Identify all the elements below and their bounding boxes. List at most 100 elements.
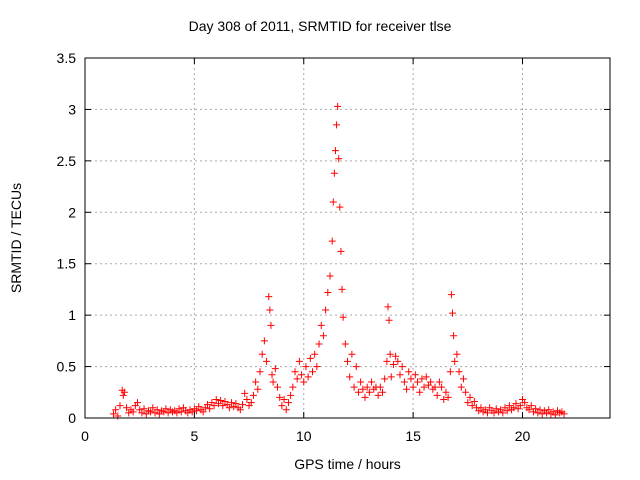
data-point — [433, 391, 441, 399]
y-tick-label: 0.5 — [57, 359, 77, 375]
data-point — [449, 309, 456, 317]
data-point — [329, 198, 337, 206]
data-point — [317, 321, 325, 329]
data-point — [551, 411, 559, 419]
data-point — [162, 405, 170, 413]
data-point — [374, 391, 382, 399]
data-point — [295, 357, 303, 365]
data-point — [427, 378, 435, 386]
data-point — [236, 406, 244, 414]
data-point — [354, 388, 362, 396]
data-point — [536, 406, 544, 414]
data-point — [276, 393, 284, 401]
chart-title: Day 308 of 2011, SRMTID for receiver tls… — [188, 18, 452, 34]
data-point — [291, 368, 299, 376]
data-point — [336, 203, 344, 211]
data-point — [269, 378, 277, 386]
data-point — [457, 383, 465, 391]
data-point — [232, 400, 240, 408]
data-point — [346, 373, 354, 381]
data-point — [414, 378, 421, 386]
data-point — [219, 402, 227, 410]
data-point — [451, 357, 459, 365]
data-point — [280, 395, 288, 403]
data-point — [444, 393, 452, 401]
y-tick-label: 0 — [68, 410, 76, 426]
data-point — [341, 340, 349, 348]
data-point — [309, 368, 316, 376]
data-point — [379, 388, 386, 396]
data-point — [409, 383, 417, 391]
data-point — [254, 385, 262, 393]
data-point — [431, 383, 439, 391]
data-point — [384, 303, 392, 311]
data-point — [119, 391, 127, 399]
data-point — [389, 361, 397, 369]
data-point — [263, 357, 271, 365]
data-point — [455, 368, 463, 376]
data-point — [396, 371, 404, 379]
data-point — [302, 363, 310, 371]
data-point — [398, 363, 406, 371]
y-tick-label: 2 — [68, 204, 76, 220]
data-point — [335, 155, 343, 163]
data-point — [324, 289, 332, 297]
data-point — [313, 363, 321, 371]
data-point — [418, 375, 426, 383]
data-point — [123, 404, 131, 412]
data-point — [387, 373, 395, 381]
data-point — [344, 357, 351, 365]
data-point — [258, 350, 266, 358]
data-point — [260, 337, 268, 345]
data-point — [447, 291, 455, 299]
x-tick-label: 5 — [190, 428, 198, 444]
data-point — [193, 407, 201, 415]
plot-frame — [84, 57, 611, 419]
data-point — [416, 388, 424, 396]
data-point — [516, 402, 524, 410]
data-point — [383, 357, 391, 365]
x-tick-label: 15 — [405, 428, 421, 444]
data-point — [311, 350, 319, 358]
data-point — [459, 375, 467, 383]
data-point — [225, 404, 233, 412]
data-point — [147, 408, 155, 416]
data-point — [140, 405, 148, 413]
data-point — [442, 388, 450, 396]
data-point — [484, 409, 491, 417]
data-point — [490, 409, 498, 417]
x-tick-label: 10 — [296, 428, 312, 444]
data-point — [462, 388, 470, 396]
data-point — [339, 313, 347, 321]
data-point — [422, 373, 430, 381]
data-point — [293, 375, 301, 383]
data-point — [153, 406, 161, 414]
data-point — [116, 402, 124, 410]
data-point — [267, 321, 275, 329]
x-tick-label: 0 — [81, 428, 89, 444]
axis-ticks: 0 0.5 1 1.5 2 2.5 3 3.5 0 5 10 15 20 — [57, 50, 610, 444]
x-tick-label: 20 — [515, 428, 531, 444]
y-tick-label: 1 — [68, 307, 76, 323]
data-point — [149, 404, 157, 412]
data-point — [265, 293, 273, 301]
data-point — [453, 350, 461, 358]
data-point — [271, 365, 279, 373]
data-point — [334, 102, 342, 110]
data-point — [249, 391, 257, 399]
data-point — [512, 400, 520, 408]
data-point — [527, 402, 535, 410]
data-point — [177, 408, 185, 416]
data-point — [359, 385, 367, 393]
data-point — [112, 406, 120, 414]
data-point — [466, 393, 474, 401]
x-axis-label: GPS time / hours — [294, 456, 401, 472]
data-point — [134, 399, 141, 407]
data-point — [468, 402, 476, 410]
data-point — [331, 147, 339, 155]
data-point — [120, 388, 128, 396]
data-point — [405, 368, 413, 376]
data-point — [464, 399, 472, 407]
data-point — [304, 373, 312, 381]
